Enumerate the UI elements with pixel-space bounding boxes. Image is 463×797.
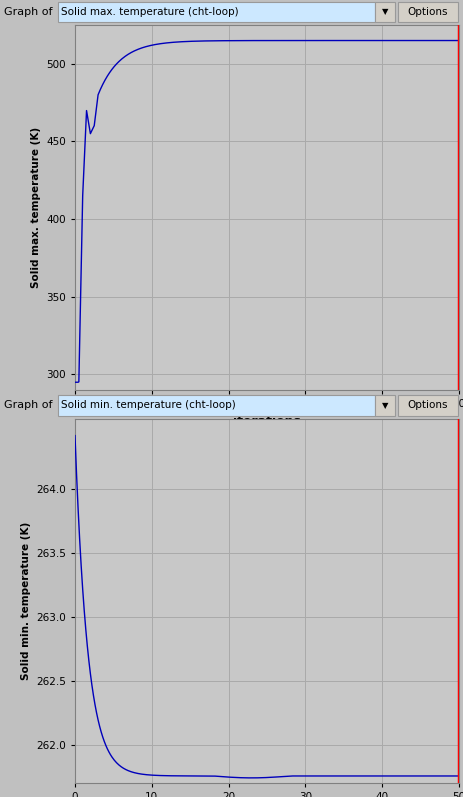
Text: Options: Options — [407, 7, 447, 17]
Text: Options: Options — [407, 401, 447, 410]
Bar — [374, 395, 394, 416]
Bar — [397, 395, 457, 416]
Text: Graph of: Graph of — [4, 7, 52, 17]
Text: Solid max. temperature (cht-loop): Solid max. temperature (cht-loop) — [61, 7, 238, 17]
Bar — [58, 395, 374, 416]
Y-axis label: Solid min. temperature (K): Solid min. temperature (K) — [20, 522, 31, 680]
X-axis label: iterations: iterations — [232, 414, 300, 427]
Text: ▼: ▼ — [381, 401, 388, 410]
Text: ▼: ▼ — [381, 7, 388, 17]
Y-axis label: Solid max. temperature (K): Solid max. temperature (K) — [31, 127, 41, 288]
Bar — [397, 2, 457, 22]
Text: Solid min. temperature (cht-loop): Solid min. temperature (cht-loop) — [61, 401, 235, 410]
Bar — [58, 2, 374, 22]
Bar — [374, 2, 394, 22]
Text: Graph of: Graph of — [4, 401, 52, 410]
